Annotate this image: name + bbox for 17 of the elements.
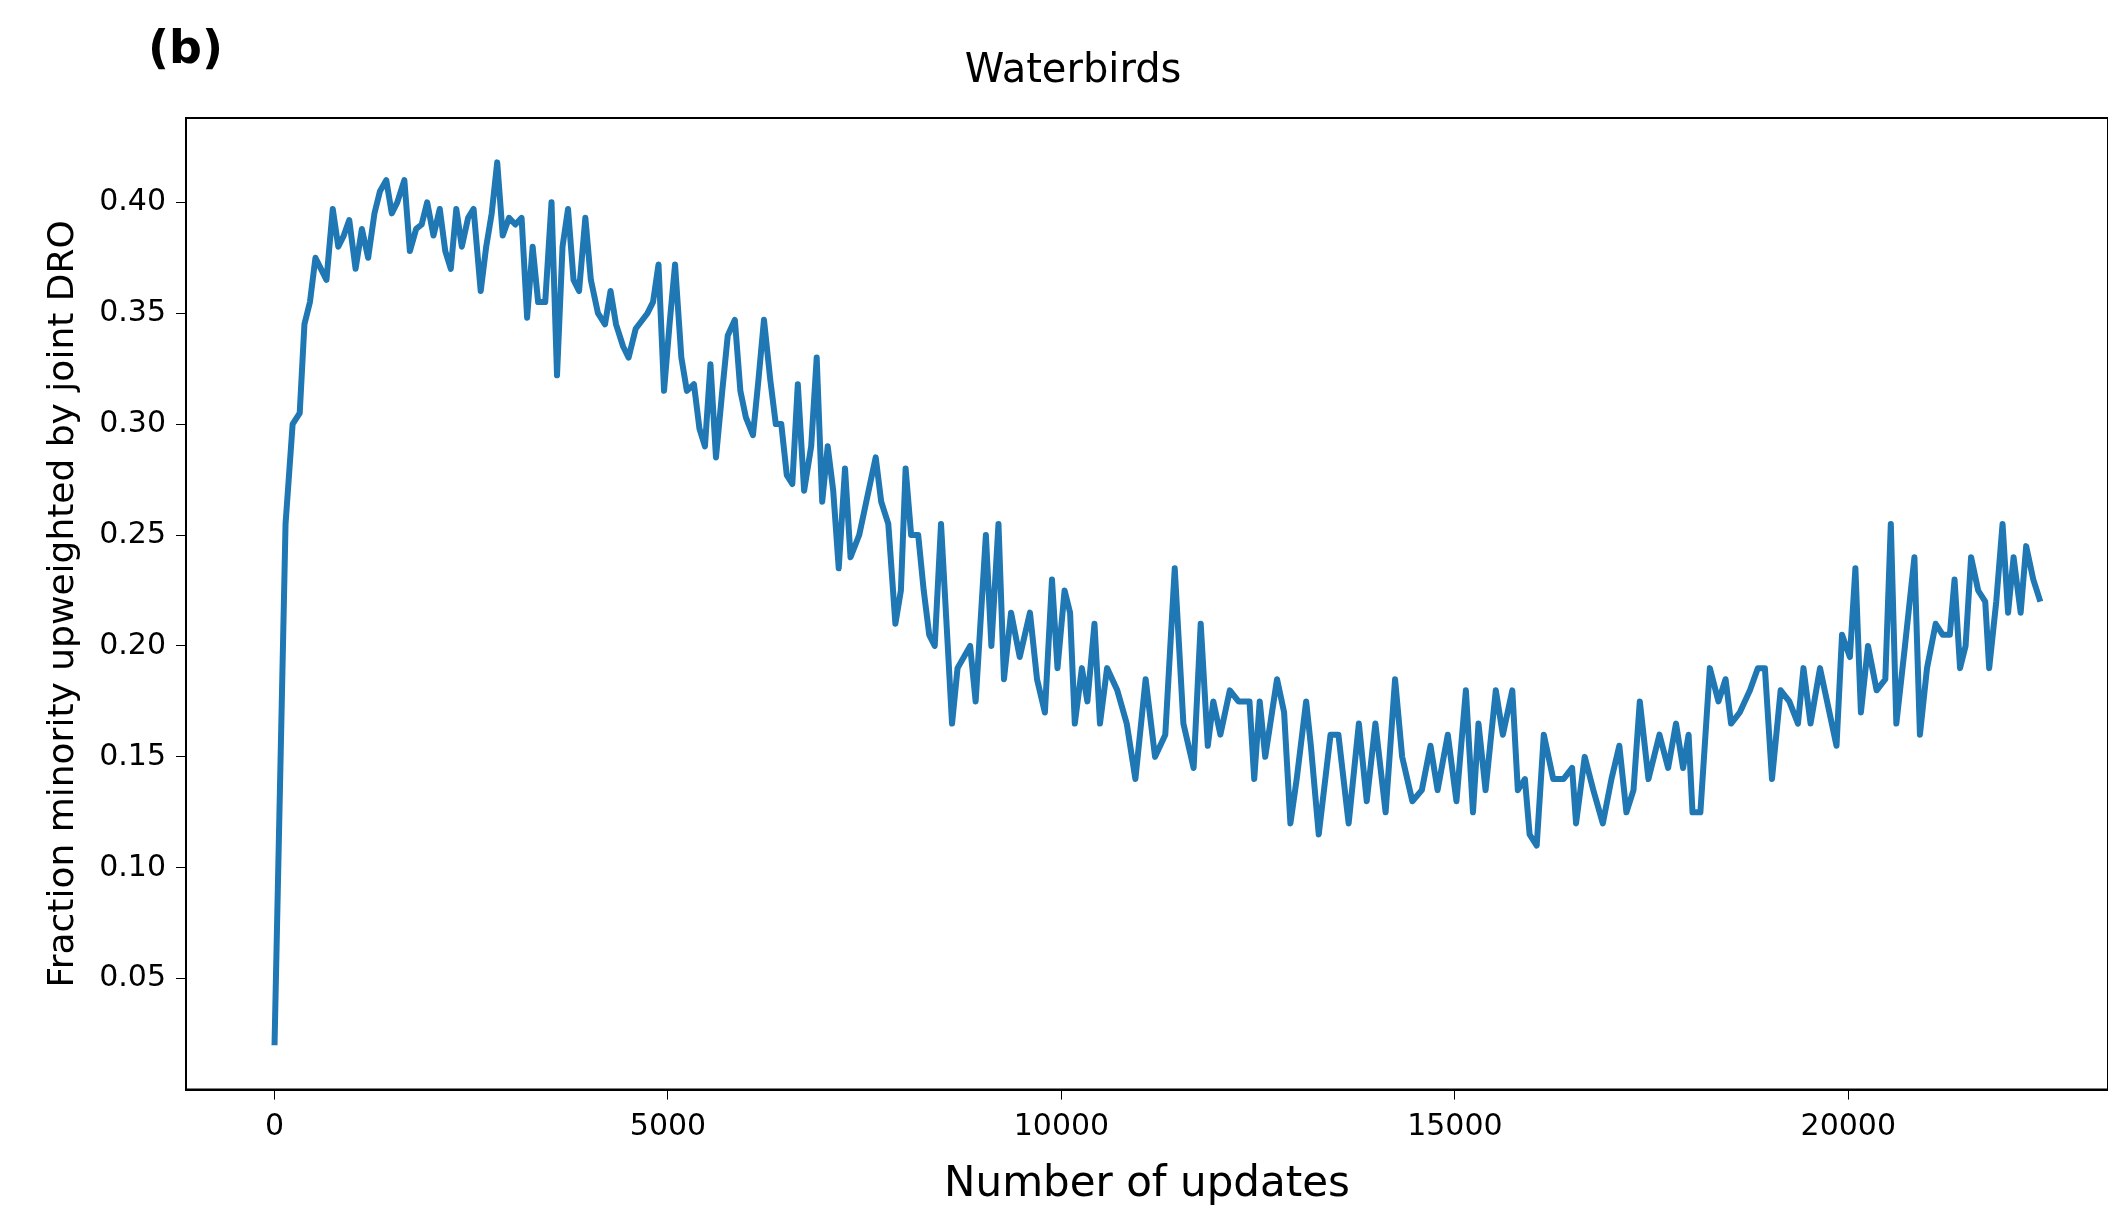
y-tick-label: 0.40 — [99, 182, 166, 218]
chart-title: Waterbirds — [964, 45, 1182, 92]
y-tick-label: 0.05 — [99, 958, 166, 994]
x-axis-title: Number of updates — [944, 1156, 1350, 1206]
x-tick-label: 20000 — [1800, 1107, 1897, 1143]
y-tick-label: 0.30 — [99, 403, 166, 439]
x-tick-label: 15000 — [1407, 1107, 1503, 1143]
x-tick-label: 5000 — [629, 1107, 707, 1143]
y-tick-label: 0.20 — [99, 625, 166, 661]
y-tick-label: 0.15 — [99, 736, 166, 772]
y-tick-label: 0.10 — [99, 847, 166, 883]
x-tick-label: 10000 — [1013, 1107, 1110, 1143]
text: (b) — [148, 19, 223, 74]
x-tick-label: 0 — [264, 1107, 285, 1143]
y-tick-label: 0.25 — [99, 514, 166, 550]
y-axis-title: Fraction minority upweighted by joint DRO — [39, 220, 81, 988]
y-tick-label: 0.35 — [99, 293, 166, 328]
